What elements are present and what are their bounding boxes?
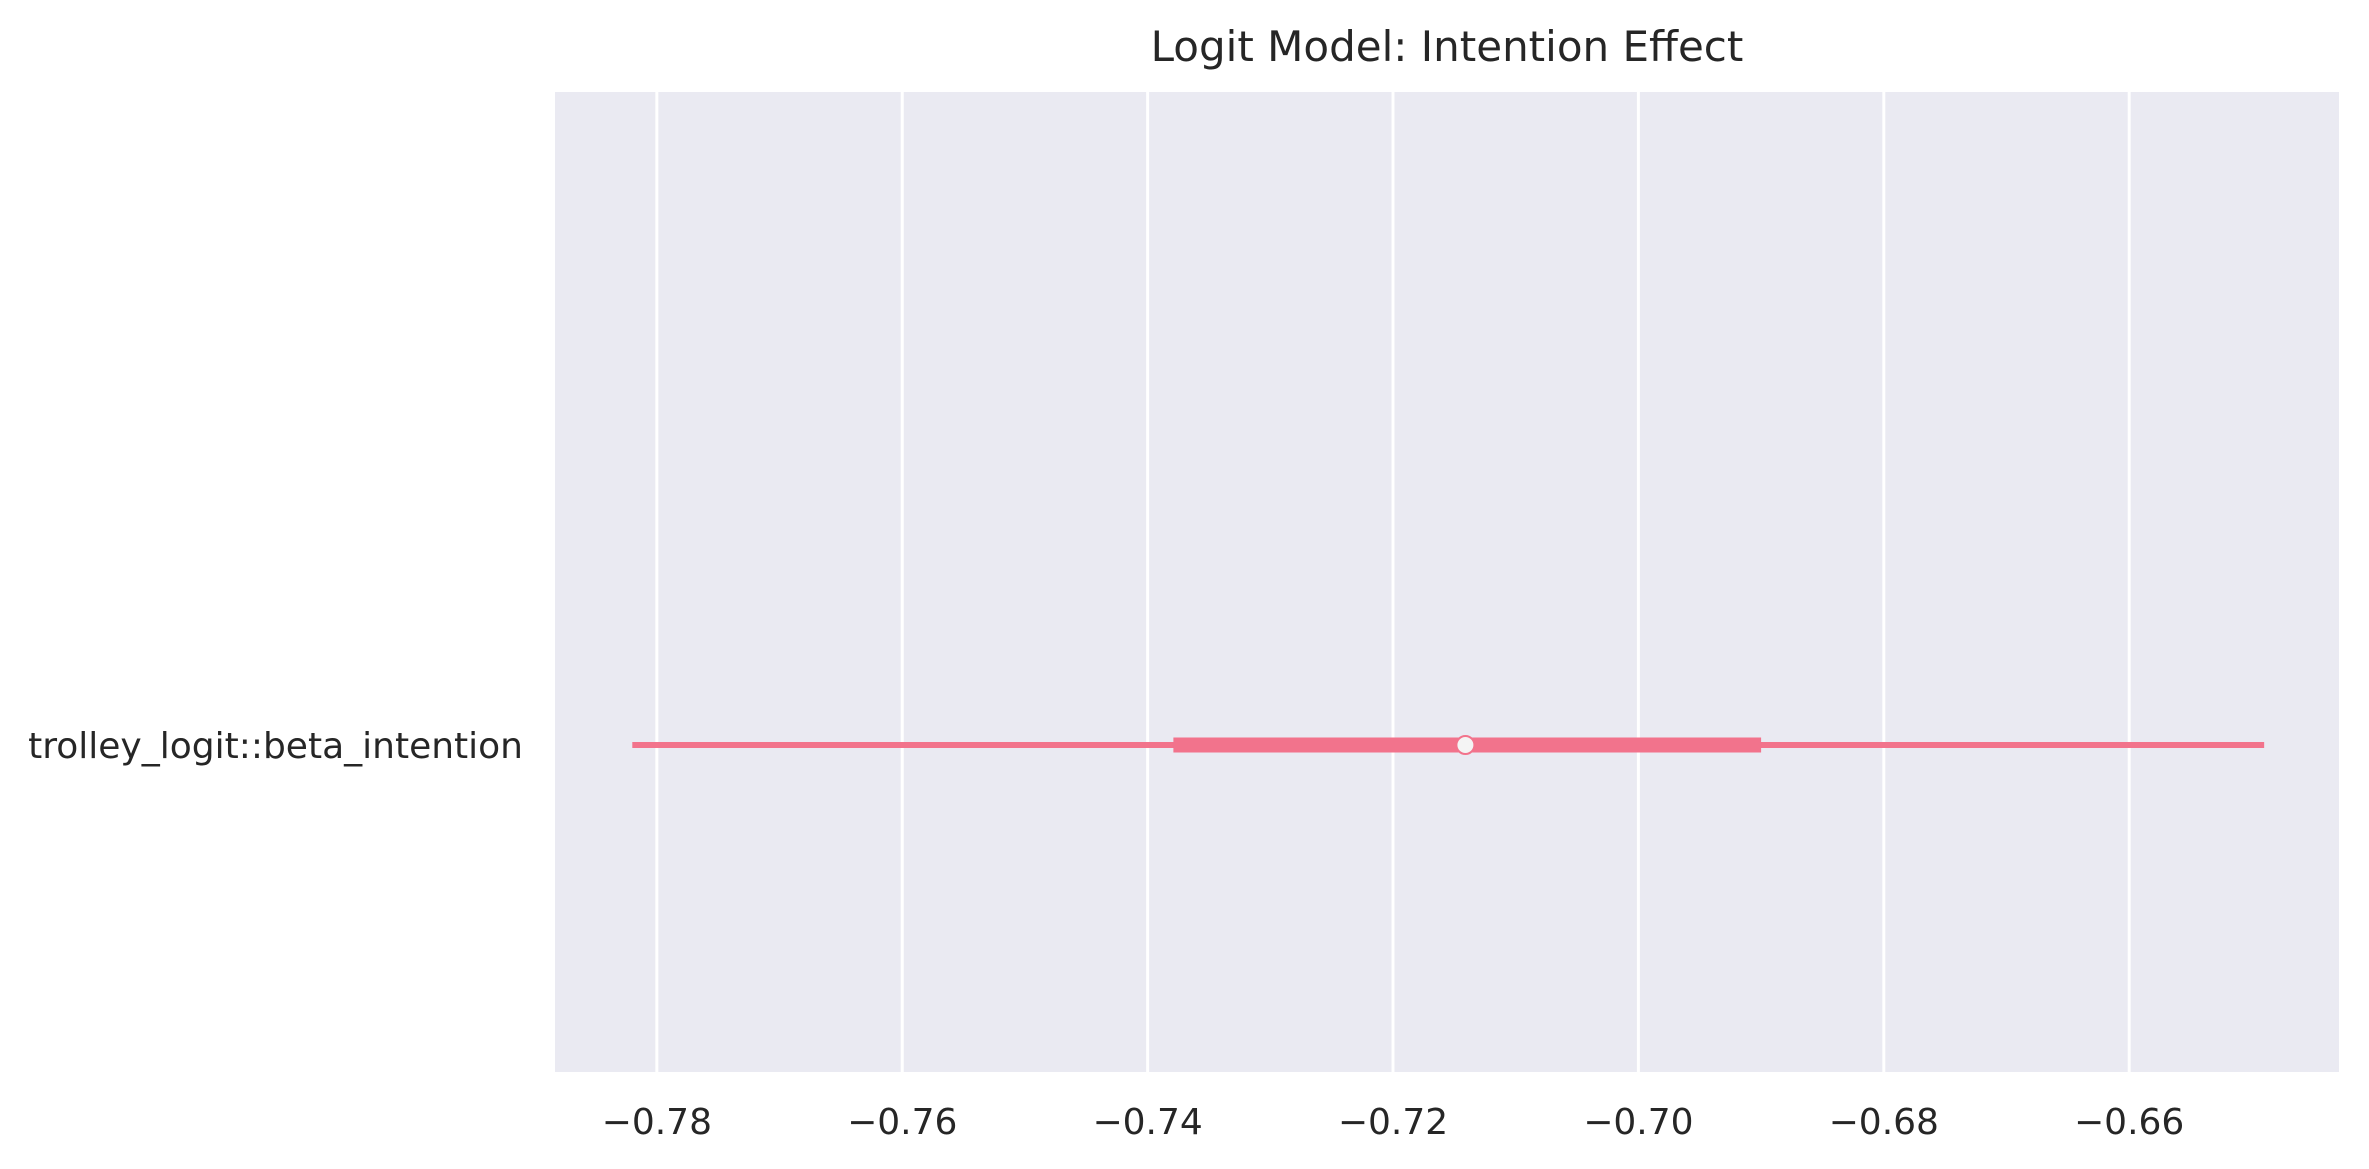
x-tick-label: −0.76	[847, 1102, 957, 1143]
y-tick-label: trolley_logit::beta_intention	[28, 726, 523, 767]
interval-marks	[632, 735, 2265, 755]
x-tick-label: −0.70	[1583, 1102, 1693, 1143]
x-tick-label: −0.72	[1338, 1102, 1448, 1143]
interval-row	[632, 735, 2265, 755]
x-tick-label: −0.66	[2074, 1102, 2184, 1143]
grid-lines	[655, 92, 2131, 1072]
chart-title: Logit Model: Intention Effect	[1151, 22, 1744, 71]
plot-area	[555, 92, 2339, 1072]
x-tick-labels: −0.78 −0.76 −0.74 −0.72 −0.70 −0.68 −0.66	[602, 1102, 2185, 1143]
x-tick-label: −0.78	[602, 1102, 712, 1143]
point-estimate-marker	[1455, 735, 1476, 755]
x-tick-label: −0.74	[1092, 1102, 1202, 1143]
y-tick-labels: trolley_logit::beta_intention	[28, 726, 523, 767]
x-tick-label: −0.68	[1829, 1102, 1939, 1143]
